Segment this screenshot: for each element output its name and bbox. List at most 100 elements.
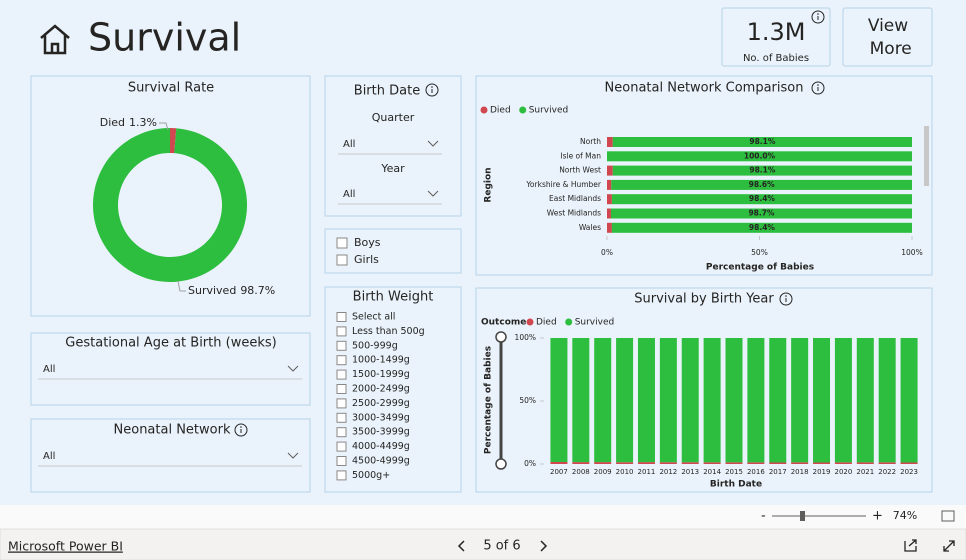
bar-segment: [878, 462, 896, 464]
bar-segment: [725, 338, 743, 463]
data-label: Survived 98.7%: [188, 284, 275, 297]
dropdown-value: All: [43, 364, 55, 375]
checkbox[interactable]: [336, 340, 347, 351]
data-label: 98.1%: [749, 166, 776, 175]
checkbox[interactable]: [336, 254, 348, 266]
dropdown-value: All: [43, 451, 55, 462]
x-tick-label: 2010: [616, 468, 634, 476]
checkbox[interactable]: [336, 456, 347, 466]
slider-handle[interactable]: [495, 458, 507, 470]
x-tick-label: 2012: [659, 468, 677, 476]
bar-segment: [834, 462, 852, 464]
dropdown-value: All: [343, 189, 355, 200]
data-label-part: Died: [100, 116, 125, 129]
checkbox[interactable]: [336, 312, 347, 322]
page-arrows[interactable]: [457, 540, 548, 552]
bar-segment: [607, 208, 611, 219]
y-tick-label: 0%: [524, 459, 536, 468]
zoom-in[interactable]: +: [872, 509, 883, 524]
checkbox-label: Select all: [352, 312, 395, 323]
checkbox-label: Girls: [354, 253, 379, 266]
checkbox[interactable]: [336, 412, 347, 423]
bar-segment: [594, 338, 612, 463]
filter-label: Year: [380, 162, 405, 175]
chart-title: Survival by Birth Year: [634, 292, 774, 307]
x-tick-label: 2008: [572, 468, 590, 476]
checkbox[interactable]: [336, 398, 347, 409]
y-tick-label: 50%: [519, 396, 536, 405]
checkbox[interactable]: [336, 369, 347, 380]
checkbox[interactable]: [336, 355, 347, 366]
data-label: 98.4%: [749, 194, 776, 203]
data-label-part: 1.3%: [129, 116, 157, 129]
checkbox-label: 3000-3499g: [352, 412, 410, 423]
chevron[interactable]: [287, 452, 299, 459]
chevron[interactable]: [427, 140, 439, 147]
fit-icon[interactable]: [941, 510, 955, 522]
bar-segment: [769, 338, 787, 463]
x-tick-label: 2016: [747, 468, 765, 476]
checkbox[interactable]: [336, 470, 347, 481]
checkbox-label: 2500-2999g: [352, 398, 410, 409]
checkbox[interactable]: [336, 384, 347, 394]
checkbox[interactable]: [336, 326, 347, 337]
birth-date-panel: [324, 75, 462, 217]
bar-segment: [769, 462, 787, 464]
bar-segment: [703, 462, 721, 464]
x-tick-label: 2015: [725, 468, 743, 476]
x-tick-label: 2009: [594, 468, 612, 476]
bar-segment: [550, 338, 568, 462]
brand-link[interactable]: Microsoft Power BI: [8, 539, 123, 554]
bar-segment: [616, 338, 634, 463]
y-tick-label: 100%: [515, 333, 536, 342]
y-tick-label: East Midlands: [549, 194, 601, 203]
view-more-button[interactable]: [842, 7, 933, 67]
y-tick-label: Isle of Man: [560, 151, 601, 160]
checkbox[interactable]: [336, 441, 347, 452]
checkbox[interactable]: [336, 427, 347, 438]
chevron[interactable]: [427, 190, 439, 197]
y-tick-label: Wales: [579, 223, 601, 232]
bar-segment: [610, 208, 912, 219]
kpi-label: No. of Babies: [743, 53, 809, 64]
donut-slice: [170, 128, 177, 154]
info-icon: [234, 423, 248, 437]
legend-marker: [565, 318, 573, 326]
checkbox-label: Boys: [354, 236, 381, 249]
bar-segment: [747, 462, 765, 464]
bar-segment: [791, 338, 809, 463]
zoom-bar: [0, 505, 966, 529]
page-indicator: 5 of 6: [483, 539, 520, 554]
y-tick-label: West Midlands: [547, 209, 601, 218]
x-tick-label: 2019: [813, 468, 831, 476]
bar-segment: [611, 179, 912, 190]
bar-segment: [607, 165, 613, 176]
chevron[interactable]: [287, 365, 299, 372]
legend-label: Survived: [575, 318, 615, 328]
bar-segment: [607, 194, 612, 205]
bar-segment: [607, 179, 612, 190]
bar-segment: [572, 338, 590, 463]
x-tick-label: 2013: [681, 468, 699, 476]
home-icon[interactable]: [40, 24, 70, 55]
share-expand-icons[interactable]: [904, 539, 955, 552]
zoom-out[interactable]: -: [761, 509, 766, 524]
x-tick-label: 2014: [703, 468, 721, 476]
data-label: 98.6%: [749, 180, 776, 189]
info-icon: [811, 10, 825, 24]
y-axis-label: Region: [484, 167, 494, 202]
footer: [0, 528, 966, 560]
bar-segment: [747, 338, 765, 463]
x-axis-label: Birth Date: [710, 480, 762, 490]
slider-handle[interactable]: [495, 331, 507, 343]
bar-segment: [878, 338, 896, 463]
checkbox-label: 3500-3999g: [352, 427, 410, 438]
checkbox[interactable]: [336, 237, 348, 249]
checkbox-label: 4000-4499g: [352, 441, 410, 452]
scrollbar[interactable]: [924, 126, 929, 186]
bar-segment: [637, 462, 655, 464]
zoom-thumb[interactable]: [800, 511, 805, 521]
view-more-label[interactable]: View More: [864, 16, 912, 59]
data-label: 98.4%: [749, 223, 776, 232]
